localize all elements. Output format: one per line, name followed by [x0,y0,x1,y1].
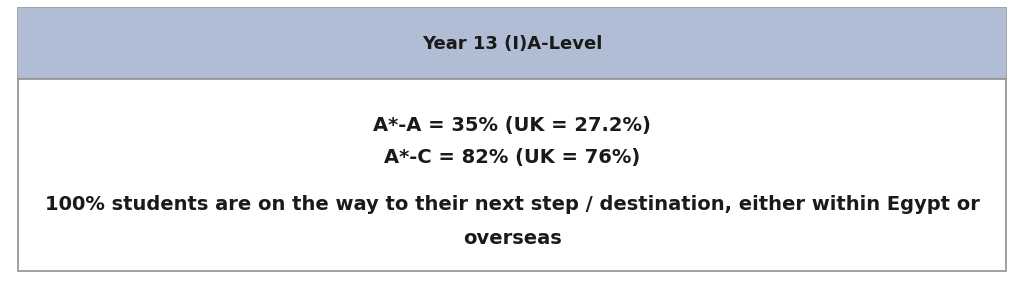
Bar [18,8,1006,79]
Text: overseas: overseas [463,229,561,248]
Text: 100% students are on the way to their next step / destination, either within Egy: 100% students are on the way to their ne… [45,195,979,214]
Text: Year 13 (I)A-Level: Year 13 (I)A-Level [422,35,602,53]
Text: A*-C = 82% (UK = 76%): A*-C = 82% (UK = 76%) [384,148,640,168]
Text: A*-A = 35% (UK = 27.2%): A*-A = 35% (UK = 27.2%) [373,116,651,135]
